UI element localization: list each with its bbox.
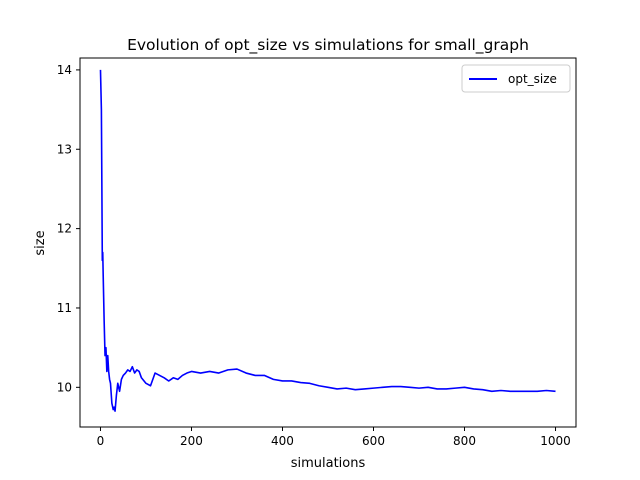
- x-tick-label-1000: 1000: [540, 434, 571, 448]
- x-axis: 0 200 400 600 800 1000: [97, 427, 571, 448]
- y-tick-label-10: 10: [57, 380, 72, 394]
- x-axis-label: simulations: [291, 456, 366, 471]
- x-tick-label-800: 800: [453, 434, 476, 448]
- chart-title: Evolution of opt_size vs simulations for…: [127, 36, 529, 55]
- legend: opt_size: [461, 64, 571, 93]
- x-tick-label-200: 200: [180, 434, 203, 448]
- legend-box: [461, 64, 571, 93]
- legend-label-opt-size: opt_size: [508, 72, 557, 86]
- y-tick-label-12: 12: [57, 222, 72, 236]
- y-tick-label-14: 14: [57, 63, 72, 77]
- x-tick-label-400: 400: [271, 434, 294, 448]
- plot-area: [99, 69, 556, 412]
- x-tick-label-600: 600: [362, 434, 385, 448]
- y-axis: 10 11 12 13 14: [57, 63, 80, 394]
- series-line-opt-size: [99, 69, 556, 412]
- y-tick-label-11: 11: [57, 301, 72, 315]
- x-tick-label-0: 0: [97, 434, 105, 448]
- axes-frame: [79, 57, 577, 428]
- y-axis-label: size: [33, 230, 48, 255]
- y-tick-label-13: 13: [57, 142, 72, 156]
